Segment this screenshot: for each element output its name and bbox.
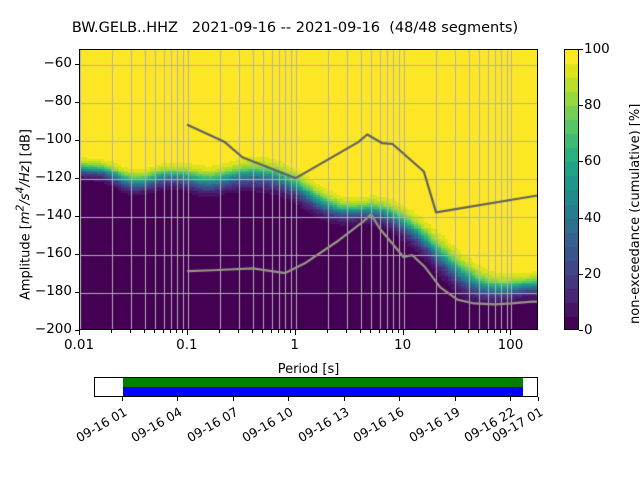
- noise-model-lines-and-grid: [80, 50, 537, 329]
- x-tick-mark-minor: [398, 330, 400, 333]
- colorbar-gradient: [565, 50, 578, 329]
- coverage-tick-mark: [233, 397, 235, 401]
- ppsd-heatmap-axes[interactable]: [79, 49, 538, 330]
- y-tick-mark: [75, 140, 79, 142]
- x-tick-mark-minor: [284, 330, 286, 333]
- coverage-tick-mark: [288, 397, 290, 401]
- y-tick-mark: [75, 292, 79, 294]
- x-tick-mark-major: [79, 330, 81, 335]
- x-tick-label: 100: [497, 337, 524, 353]
- x-tick-mark-minor: [278, 330, 280, 333]
- x-tick-mark-major: [295, 330, 297, 335]
- colorbar-tick-mark: [579, 330, 583, 331]
- coverage-tick-label: 09-16 19: [406, 404, 463, 446]
- y-tick-text: −160: [34, 245, 72, 262]
- y-tick-text: −60: [43, 55, 73, 72]
- colorbar-tick-mark: [579, 274, 583, 275]
- x-tick-label: 10: [394, 337, 412, 353]
- x-tick-mark-minor: [386, 330, 388, 333]
- page-title: BW.GELB..HHZ 2021-09-16 -- 2021-09-16 (4…: [71, 20, 519, 36]
- x-tick-mark-minor: [144, 330, 146, 333]
- coverage-tick-label: 09-16 13: [295, 404, 352, 446]
- x-tick-mark-minor: [163, 330, 165, 333]
- x-tick-mark-minor: [454, 330, 456, 333]
- x-tick-mark-minor: [392, 330, 394, 333]
- y-tick-text: −80: [43, 93, 73, 110]
- colorbar-tick-label: 80: [584, 97, 602, 114]
- x-tick-mark-minor: [360, 330, 362, 333]
- coverage-tick-label: 09-16 01: [73, 404, 130, 446]
- x-tick-mark-minor: [262, 330, 264, 333]
- x-tick-mark-minor: [500, 330, 502, 333]
- y-tick-text: −120: [34, 169, 72, 186]
- y-tick-mark: [75, 64, 79, 66]
- x-tick-mark-minor: [370, 330, 372, 333]
- y-tick-text: −180: [34, 283, 72, 300]
- x-tick-label: 0.01: [63, 337, 95, 353]
- data-coverage-axes[interactable]: [94, 377, 538, 397]
- colorbar-tick-label: 100: [584, 41, 610, 57]
- x-tick-mark-minor: [290, 330, 292, 333]
- x-tick-mark-minor: [271, 330, 273, 333]
- x-tick-mark-major: [187, 330, 189, 335]
- x-tick-mark-major: [510, 330, 512, 335]
- coverage-segment: [122, 378, 523, 387]
- x-tick-mark-minor: [506, 330, 508, 333]
- coverage-tick-mark: [177, 397, 179, 401]
- x-tick-mark-minor: [327, 330, 329, 333]
- y-tick-mark: [75, 216, 79, 218]
- coverage-tick-mark: [122, 397, 124, 401]
- x-tick-mark-minor: [252, 330, 254, 333]
- coverage-tick-mark: [538, 397, 540, 401]
- colorbar-tick-label: 0: [584, 322, 593, 338]
- colorbar-tick-label: 40: [584, 209, 602, 226]
- x-tick-mark-minor: [494, 330, 496, 333]
- x-tick-mark-minor: [219, 330, 221, 333]
- x-tick-label: 0.1: [176, 337, 198, 353]
- colorbar[interactable]: [564, 49, 579, 330]
- colorbar-tick-mark: [579, 218, 583, 219]
- x-tick-mark-minor: [468, 330, 470, 333]
- x-tick-mark-minor: [176, 330, 178, 333]
- x-tick-mark-minor: [487, 330, 489, 333]
- coverage-tick-label: 09-16 10: [239, 404, 296, 446]
- x-tick-mark-minor: [346, 330, 348, 333]
- coverage-tick-mark: [399, 397, 401, 401]
- y-tick-mark: [75, 254, 79, 256]
- y-tick-text: −140: [34, 207, 72, 224]
- x-tick-mark-minor: [379, 330, 381, 333]
- coverage-tick-mark: [344, 397, 346, 401]
- x-tick-mark-minor: [435, 330, 437, 333]
- x-tick-label: 1: [290, 337, 300, 353]
- x-tick-mark-minor: [182, 330, 184, 333]
- y-tick-mark: [75, 178, 79, 180]
- x-tick-mark-minor: [478, 330, 480, 333]
- x-tick-mark-minor: [154, 330, 156, 333]
- x-tick-mark-minor: [170, 330, 172, 333]
- coverage-segment: [122, 387, 523, 396]
- colorbar-label: non-exceedance (cumulative) [%]: [628, 103, 640, 324]
- colorbar-tick-label: 60: [584, 153, 602, 170]
- colorbar-tick-label: 20: [584, 265, 602, 282]
- y-tick-text: −200: [34, 321, 72, 337]
- colorbar-tick-mark: [579, 105, 583, 106]
- x-tick-mark-minor: [238, 330, 240, 333]
- coverage-tick-mark: [510, 397, 512, 401]
- y-tick-mark: [75, 102, 79, 104]
- x-tick-mark-major: [403, 330, 405, 335]
- x-axis-label: Period [s]: [277, 362, 340, 377]
- y-tick-text: −100: [34, 131, 72, 148]
- x-tick-mark-minor: [111, 330, 113, 333]
- colorbar-tick-mark: [579, 161, 583, 162]
- y-tick-mark: [75, 330, 79, 332]
- coverage-tick-label: 09-16 04: [128, 404, 185, 446]
- colorbar-tick-mark: [579, 49, 583, 50]
- x-tick-mark-minor: [130, 330, 132, 333]
- coverage-tick-label: 09-16 16: [350, 404, 407, 446]
- coverage-tick-label: 09-16 07: [184, 404, 241, 446]
- coverage-tick-mark: [455, 397, 457, 401]
